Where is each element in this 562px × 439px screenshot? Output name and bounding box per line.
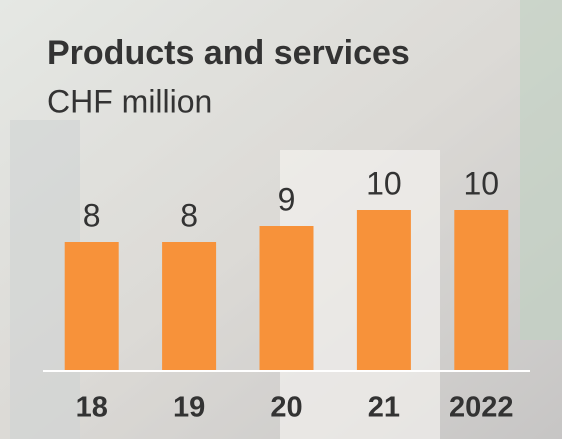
bar [64, 242, 119, 370]
background-shape [520, 0, 562, 340]
bar [356, 210, 411, 370]
x-tick-label: 18 [76, 392, 108, 424]
data-label: 10 [464, 165, 500, 201]
bar [162, 242, 217, 370]
chart-subtitle: CHF million [47, 83, 212, 119]
x-tick-label: 19 [173, 392, 205, 424]
data-label: 8 [83, 197, 101, 233]
bar [454, 210, 509, 370]
data-label: 9 [278, 181, 296, 217]
data-label: 10 [366, 165, 402, 201]
x-tick-label: 2022 [449, 392, 514, 424]
bar [259, 226, 314, 370]
chart-title: Products and services [47, 34, 410, 72]
x-tick-label: 20 [270, 392, 302, 424]
x-tick-label: 21 [368, 392, 400, 424]
data-label: 8 [180, 197, 198, 233]
